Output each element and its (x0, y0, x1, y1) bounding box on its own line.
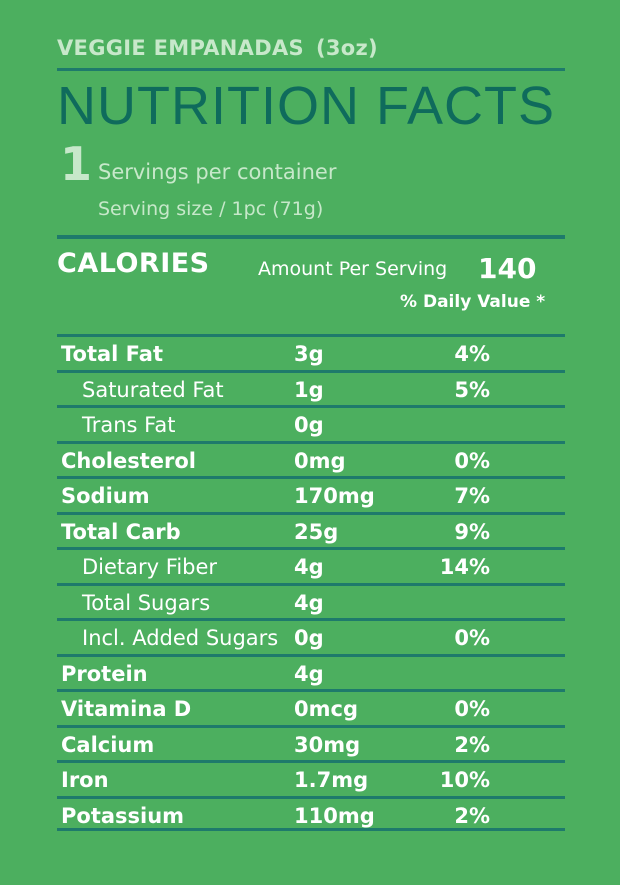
calories-value: 140 (478, 252, 537, 285)
nutrient-name: Potassium (61, 803, 185, 828)
daily-value-label: % Daily Value * (400, 292, 546, 312)
nutrient-row: Calcium 30mg 2% (57, 724, 565, 761)
nutrient-amount: 1g (294, 377, 324, 402)
product-size: (3oz) (315, 36, 378, 60)
nutrient-name: Sodium (61, 484, 150, 508)
nutrient-daily-value: 2% (454, 803, 490, 828)
nutrient-row: Potassium 110mg 2% (57, 795, 565, 831)
nutrient-amount: 1.7mg (294, 768, 369, 792)
amount-per-serving-label: Amount Per Serving (258, 258, 448, 280)
nutrient-daily-value: 7% (454, 484, 490, 508)
nutrient-daily-value: 14% (439, 555, 490, 579)
nutrient-row: Trans Fat 0g (57, 405, 565, 441)
nutrient-row: Saturated Fat 1g 5% (57, 369, 565, 406)
nutrient-name: Incl. Added Sugars (82, 626, 279, 650)
nutrient-daily-value: 0% (454, 697, 490, 721)
nutrient-row: Incl. Added Sugars 0g 0% (57, 618, 565, 654)
nutrient-daily-value: 0% (454, 448, 490, 473)
nutrient-row: Total Carb 25g 9% (57, 511, 565, 548)
nutrient-amount: 4g (294, 590, 324, 615)
nutrient-row: Sodium 170mg 7% (57, 476, 565, 512)
page-title: NUTRITION FACTS (57, 76, 555, 136)
nutrient-amount: 25g (294, 519, 339, 544)
nutrient-row: Total Fat 3g 4% (57, 334, 565, 370)
nutrient-row: Iron 1.7mg 10% (57, 760, 565, 796)
nutrient-name: Total Sugars (82, 590, 211, 615)
divider (57, 68, 565, 71)
nutrient-amount: 0mcg (294, 697, 358, 721)
nutrient-name: Saturated Fat (82, 377, 224, 402)
nutrient-amount: 0mg (294, 448, 346, 473)
nutrient-amount: 0g (294, 413, 324, 437)
nutrient-daily-value: 2% (454, 732, 490, 757)
nutrient-name: Total Carb (61, 519, 181, 544)
product-name: VEGGIE EMPANADAS (57, 36, 304, 60)
nutrient-name: Calcium (61, 732, 155, 757)
nutrient-row: Cholesterol 0mg 0% (57, 440, 565, 477)
servings-count: 1 (60, 137, 93, 191)
nutrient-amount: 30mg (294, 732, 361, 757)
nutrient-amount: 4g (294, 661, 324, 686)
nutrient-name: Cholesterol (61, 448, 196, 473)
nutrient-row: Dietary Fiber 4g 14% (57, 547, 565, 583)
nutrient-amount: 110mg (294, 803, 375, 828)
nutrient-name: Vitamina D (61, 697, 192, 721)
product-heading: VEGGIE EMPANADAS (3oz) (57, 36, 378, 60)
nutrient-amount: 0g (294, 626, 324, 650)
nutrient-amount: 170mg (294, 484, 375, 508)
nutrient-row: Protein 4g (57, 653, 565, 690)
nutrient-daily-value: 5% (454, 377, 490, 402)
nutrient-name: Total Fat (61, 342, 164, 366)
serving-size: Serving size / 1pc (71g) (98, 198, 324, 220)
nutrient-row: Vitamina D 0mcg 0% (57, 689, 565, 725)
nutrient-row: Total Sugars 4g (57, 582, 565, 619)
nutrient-daily-value: 10% (439, 768, 490, 792)
nutrient-daily-value: 9% (454, 519, 490, 544)
nutrient-name: Iron (61, 768, 109, 792)
nutrient-daily-value: 4% (454, 342, 490, 366)
divider-thick (57, 235, 565, 239)
nutrient-name: Protein (61, 661, 148, 686)
nutrient-amount: 4g (294, 555, 324, 579)
nutrient-amount: 3g (294, 342, 324, 366)
nutrient-name: Dietary Fiber (82, 555, 218, 579)
nutrient-table: Total Fat 3g 4% Saturated Fat 1g 5% Trans Fat 0… (57, 334, 565, 831)
nutrient-daily-value: 0% (454, 626, 490, 650)
servings-per-container-label: Servings per container (98, 160, 337, 184)
calories-label: CALORIES (57, 248, 210, 279)
nutrient-name: Trans Fat (82, 413, 176, 437)
